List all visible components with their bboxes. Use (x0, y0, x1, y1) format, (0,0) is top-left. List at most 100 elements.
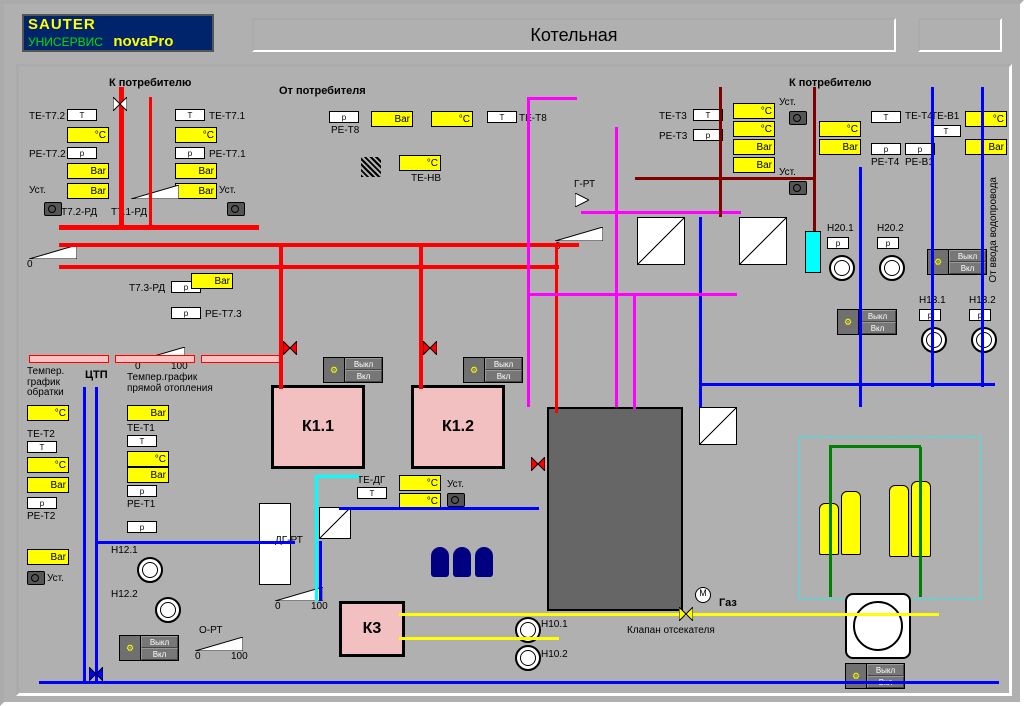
val-t4c[interactable]: °C (819, 121, 861, 137)
valve-x4[interactable] (531, 457, 545, 471)
header-row-3 (201, 355, 281, 363)
pipe-m5 (581, 211, 741, 214)
val-pe-t2b2[interactable]: Bar (27, 549, 69, 565)
slider-ort[interactable] (195, 637, 243, 651)
val-b1c[interactable]: °C (965, 111, 1007, 127)
val-te-t7-2[interactable]: °C (67, 127, 109, 143)
sensor-pe-t7-2 (67, 147, 97, 159)
pipe-g1 (829, 447, 832, 597)
val-te-t3c[interactable]: °C (733, 103, 775, 119)
u-degc-13: °C (427, 496, 438, 507)
pipe-mr1 (719, 87, 722, 217)
val-te-t1[interactable]: °C (127, 451, 169, 467)
val-te-dg-c[interactable]: °C (399, 475, 441, 491)
val-b1b[interactable]: Bar (965, 139, 1007, 155)
ctrl-right1[interactable]: ⚙ ВыклВкл (927, 249, 987, 275)
ctrl-h12[interactable]: ⚙ ВыклВкл (119, 635, 179, 661)
valve-x2[interactable] (283, 341, 297, 355)
val-ust-71[interactable]: Bar (175, 183, 217, 199)
app-root: SAUTER УНИСЕРВИС novaPro Котельная К пот… (0, 0, 1024, 706)
t72rd-txt: Т7.2-РД (61, 207, 97, 218)
val-pe-t3b2[interactable]: Bar (733, 157, 775, 173)
pipe-r7 (419, 243, 423, 389)
val-tret-c[interactable]: °C (27, 405, 69, 421)
pipe-m2 (527, 97, 577, 100)
scada-diagram: К потребителю От потребителя К потребите… (16, 64, 1012, 696)
sensor-te-t4 (871, 111, 901, 123)
logo-uniserv: УНИСЕРВИС (28, 35, 103, 49)
u-degc-2: °C (203, 130, 214, 141)
valve-x3[interactable] (423, 341, 437, 355)
camera-icon-3[interactable] (789, 111, 807, 125)
u-bar-14: Bar (150, 470, 166, 481)
ctrl-h20-on[interactable]: Вкл (859, 322, 896, 334)
valve-x1[interactable] (113, 97, 127, 111)
val-te-t2b[interactable]: Bar (27, 477, 69, 493)
ctrl-h12-off[interactable]: Выкл (141, 636, 178, 648)
lbl-te-hb: ТЕ-НВ (411, 173, 441, 184)
pipe-r5 (59, 265, 559, 269)
valve-gas[interactable] (679, 607, 693, 621)
val-te-t8[interactable]: °C (431, 111, 473, 127)
val-tsup-b[interactable]: Bar (127, 405, 169, 421)
u-degc-11: °C (155, 454, 166, 465)
ctrl-h12-on[interactable]: Вкл (141, 648, 178, 660)
ctrl-k11[interactable]: ⚙ ВыклВкл (323, 357, 383, 383)
lbl-pe-t2: РЕ-Т2 (27, 511, 55, 522)
u-bar-5: Bar (394, 114, 410, 125)
lbl-pe-t1: РЕ-Т1 (127, 499, 155, 510)
boiler-k3[interactable]: К3 (339, 601, 405, 657)
val-t4b[interactable]: Bar (819, 139, 861, 155)
ctrl-h20-off[interactable]: Выкл (859, 310, 896, 322)
boiler-k11[interactable]: К1.1 (271, 385, 365, 469)
lbl-te-t7-1: ТЕ-Т7.1 (209, 111, 245, 122)
camera-icon-2[interactable] (227, 202, 245, 216)
lbl-pe-t3: РЕ-Т3 (659, 131, 687, 142)
pipe-r1 (59, 225, 259, 230)
val-pe-t8[interactable]: Bar (371, 111, 413, 127)
val-pe-t3b[interactable]: Bar (733, 139, 775, 155)
ctrl-gauge-icon: ⚙ (846, 664, 867, 688)
camera-icon-dg[interactable] (447, 493, 465, 507)
camera-icon-3b[interactable] (789, 181, 807, 195)
u-bar-2: Bar (90, 186, 106, 197)
val-te-t1b[interactable]: Bar (127, 467, 169, 483)
val-te-t7-1[interactable]: °C (175, 127, 217, 143)
slider-l1[interactable] (29, 245, 77, 259)
ctrl-gauge[interactable]: ⚙ ВыклВкл (845, 663, 905, 689)
ctrl-k11-off[interactable]: Выкл (345, 358, 382, 370)
vessel-1 (431, 547, 449, 577)
ctrl-gauge-off[interactable]: Выкл (867, 664, 904, 676)
lbl-ust-dg: Уст. (447, 479, 464, 490)
boiler-k12[interactable]: К1.2 (411, 385, 505, 469)
tank-cyan (805, 231, 821, 273)
lbl-h20-2: Н20.2 (877, 223, 904, 234)
pump-h10-2 (515, 645, 541, 671)
ctrl-k11-on[interactable]: Вкл (345, 370, 382, 382)
valve-g-rt[interactable] (575, 193, 589, 207)
val-te-hb[interactable]: °C (399, 155, 441, 171)
val-te-t2[interactable]: °C (27, 457, 69, 473)
lbl-gas: Газ (719, 597, 737, 609)
val-ust-72[interactable]: Bar (67, 183, 109, 199)
ctrl-k12[interactable]: ⚙ ВыклВкл (463, 357, 523, 383)
pump-h12-1 (137, 557, 163, 583)
val-pe-t7-2[interactable]: Bar (67, 163, 109, 179)
val-te-t3c2[interactable]: °C (733, 121, 775, 137)
pipe-b11 (699, 383, 995, 386)
lbl-pe-t8: РЕ-Т8 (331, 125, 359, 136)
valve-x5[interactable] (89, 667, 103, 681)
slider-grt[interactable] (555, 227, 603, 241)
ctrl-k12-on[interactable]: Вкл (485, 370, 522, 382)
slider-l2[interactable] (131, 185, 179, 199)
ctrl-k12-off[interactable]: Выкл (485, 358, 522, 370)
val-pe-t7-1[interactable]: Bar (175, 163, 217, 179)
pipe-b7 (699, 217, 702, 407)
camera-icon-1[interactable] (44, 202, 62, 216)
pipe-b6 (339, 507, 539, 510)
camera-icon-4[interactable] (27, 571, 45, 585)
u-bar-10: Bar (214, 276, 230, 287)
ctrl-h20[interactable]: ⚙ ВыклВкл (837, 309, 897, 335)
hx-dg (319, 507, 351, 539)
val-t73-bar[interactable]: Bar (191, 273, 233, 289)
